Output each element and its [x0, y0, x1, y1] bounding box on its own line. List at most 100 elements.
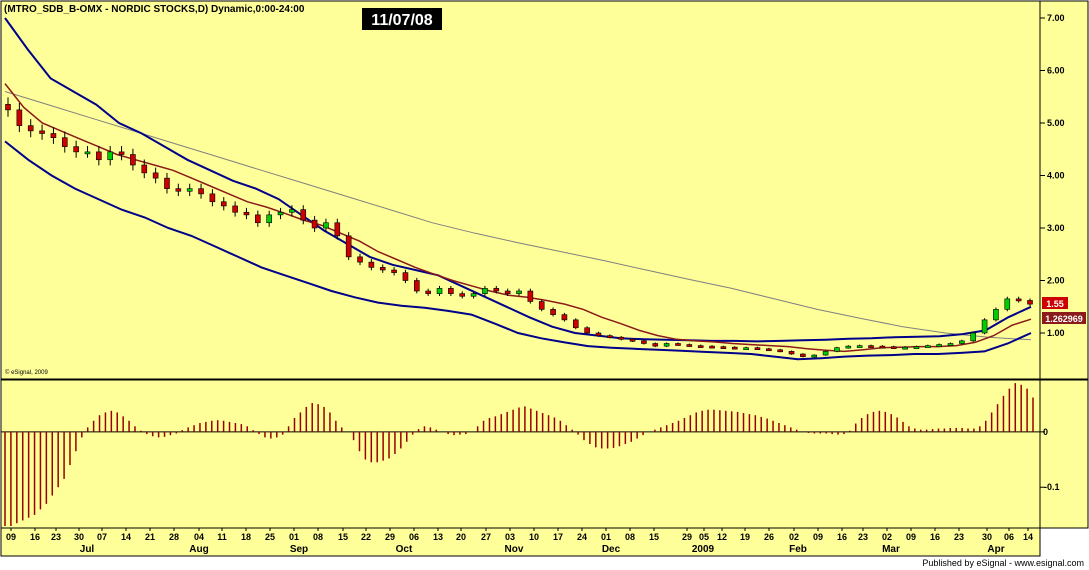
candle-down: [754, 347, 761, 351]
candle-down: [209, 193, 216, 203]
time-tick-label: 22: [361, 532, 371, 542]
time-tick-label: 04: [194, 532, 204, 542]
candle-down: [357, 256, 363, 263]
candle-down: [141, 164, 148, 174]
time-tick-label: 08: [313, 532, 323, 542]
time-tick-label: 09: [906, 532, 916, 542]
price-lines: [4, 17, 1032, 361]
line-price-tag: [1042, 312, 1086, 324]
histogram-tick-label: -0.1: [1044, 482, 1060, 492]
time-tick-label: 16: [30, 532, 40, 542]
candle-up: [993, 309, 999, 321]
candle-down: [788, 351, 795, 355]
time-tick-label: 20: [456, 532, 466, 542]
candle-down: [584, 327, 590, 334]
line-price-label: 1.262969: [1045, 314, 1083, 324]
mid-ma-line: [4, 83, 1032, 353]
candle-up: [959, 340, 965, 344]
time-tick-label: 02: [789, 532, 799, 542]
month-label: 2009: [692, 544, 715, 555]
candle-down: [175, 188, 182, 192]
price-tick-label: 1.00: [1047, 328, 1065, 338]
lower-band-line: [4, 140, 1032, 361]
candle-down: [766, 348, 772, 352]
candle-down: [232, 205, 238, 213]
time-tick-label: 11: [217, 532, 227, 542]
candle-up: [107, 151, 113, 161]
time-tick-label: 24: [577, 532, 587, 542]
candles: [5, 97, 1033, 358]
candle-down: [345, 235, 352, 258]
candle-down: [697, 345, 704, 348]
time-tick-label: 15: [338, 532, 348, 542]
candle-up: [845, 345, 852, 349]
time-tick-label: 29: [385, 532, 395, 542]
time-tick-label: 16: [930, 532, 940, 542]
candle-down: [629, 338, 636, 342]
time-tick-label: 25: [265, 532, 275, 542]
time-tick-label: 07: [97, 532, 107, 542]
candle-down: [334, 222, 341, 237]
histogram-tick-label: 0: [1043, 427, 1048, 437]
price-tick-label: 2.00: [1047, 276, 1065, 286]
price-panel: [0, 0, 1041, 380]
time-tick-label: 01: [289, 532, 299, 542]
candle-down: [652, 343, 659, 347]
time-tick-label: 10: [529, 532, 539, 542]
time-tick-label: 12: [717, 532, 727, 542]
time-tick-label: 23: [858, 532, 868, 542]
histogram-axis-panel: [1039, 379, 1089, 529]
time-tick-label: 17: [553, 532, 563, 542]
time-tick-label: 19: [740, 532, 750, 542]
histogram-bars: [1, 383, 1040, 526]
candle-up: [743, 347, 749, 351]
slow-ma-line: [4, 91, 1032, 341]
date-box[interactable]: [362, 8, 442, 30]
candle-down: [413, 280, 420, 292]
candle-down: [686, 344, 693, 347]
candle-down: [27, 125, 34, 132]
time-tick-label: 27: [481, 532, 491, 542]
candle-down: [675, 343, 681, 346]
time-tick-label: 30: [982, 532, 992, 542]
month-label: Feb: [789, 544, 807, 555]
candle-down: [130, 154, 136, 166]
candle-up: [289, 209, 295, 213]
candle-down: [152, 172, 159, 179]
candle-down: [220, 201, 227, 207]
time-tick-label: 16: [837, 532, 847, 542]
candle-down: [300, 209, 307, 221]
candle-down: [561, 314, 568, 321]
candle-up: [981, 319, 988, 334]
candle-down: [550, 309, 556, 315]
candle-down: [641, 340, 647, 344]
candle-down: [459, 293, 466, 297]
candle-up: [811, 354, 818, 358]
candle-up: [947, 343, 954, 346]
month-label: Oct: [396, 544, 413, 555]
month-label: Aug: [189, 544, 208, 555]
candle-up: [856, 345, 863, 348]
histogram-axis: 0 -0.1: [1040, 427, 1060, 492]
time-tick-label: 13: [433, 532, 443, 542]
time-axis: 09 16 23 30 07 14 21 28 04 11 18 25 01 08 15 22 29 06 13 20…: [6, 528, 1033, 555]
time-tick-label: 21: [145, 532, 155, 542]
candle-down: [527, 290, 534, 302]
candle-down: [868, 345, 874, 348]
price-axis: 7.00 6.00 5.00 4.00 3.00 2.00 1.00: [1040, 13, 1065, 338]
candle-up: [186, 188, 193, 192]
candle-down: [16, 109, 23, 126]
candle-down: [39, 130, 45, 134]
candle-up: [936, 344, 942, 347]
candle-down: [311, 219, 318, 229]
time-tick-label: 01: [601, 532, 611, 542]
histogram-panel: [0, 379, 1041, 529]
candle-up: [277, 211, 284, 216]
time-tick-label: 06: [1004, 532, 1014, 542]
last-price-label: 1.55: [1046, 299, 1064, 309]
price-tick-label: 3.00: [1047, 223, 1065, 233]
month-label: Mar: [882, 544, 900, 555]
candle-down: [5, 104, 11, 111]
published-by[interactable]: Published by eSignal - www.esignal.com: [922, 558, 1084, 568]
